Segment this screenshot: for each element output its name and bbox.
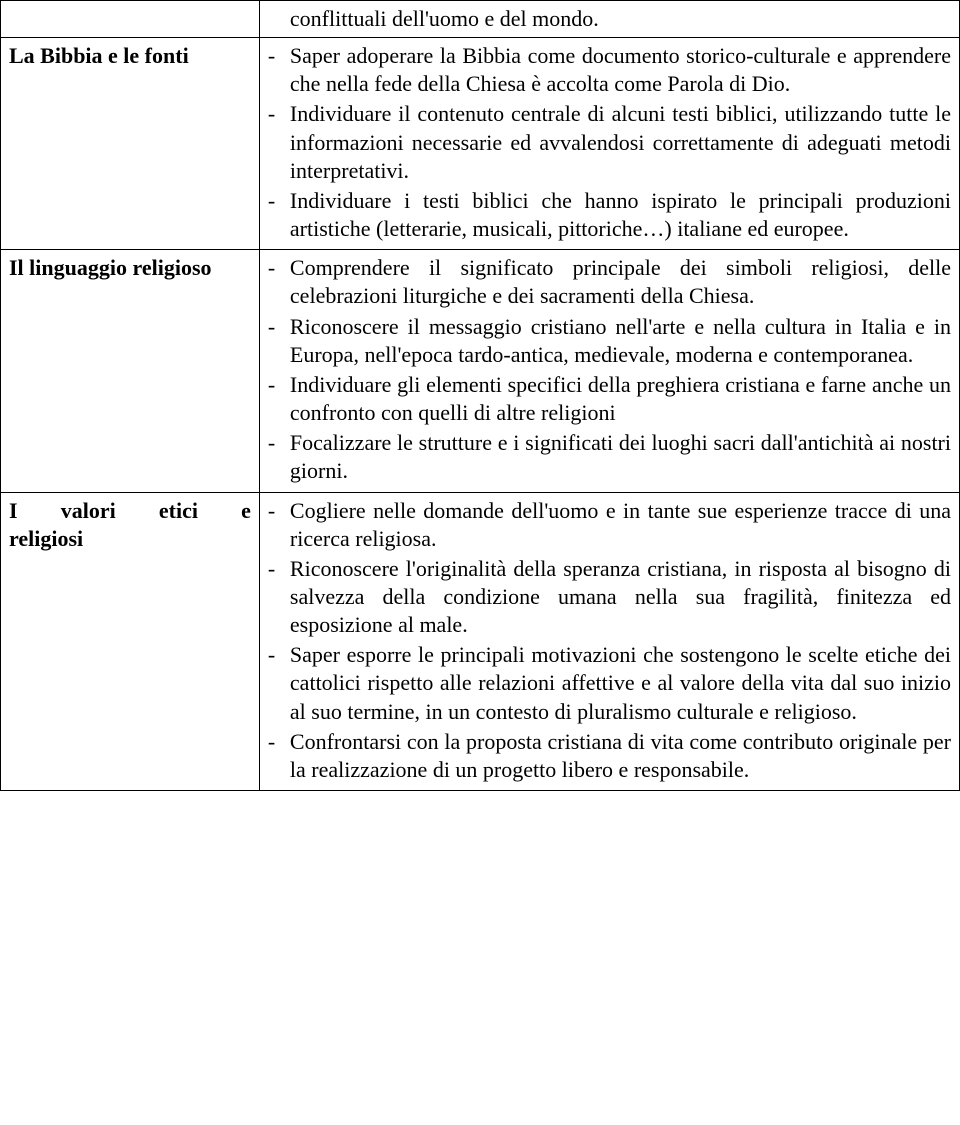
bullet-list: Comprendere il significato principale de… (268, 254, 951, 485)
table-row: La Bibbia e le fonti Saper adoperare la … (1, 38, 960, 250)
list-item: Riconoscere il messaggio cristiano nell'… (268, 313, 951, 369)
row-content: Saper adoperare la Bibbia come documento… (259, 38, 959, 250)
label-word: valori (61, 497, 116, 525)
list-item: Comprendere il significato principale de… (268, 254, 951, 310)
label-text: Il linguaggio religioso (9, 255, 212, 280)
row-label-empty (1, 1, 260, 38)
bullet-list: Cogliere nelle domande dell'uomo e in ta… (268, 497, 951, 785)
row-content: Cogliere nelle domande dell'uomo e in ta… (259, 492, 959, 791)
label-word: I (9, 497, 18, 525)
list-item: Individuare il contenuto centrale di alc… (268, 100, 951, 184)
continuation-text: conflittuali dell'uomo e del mondo. (268, 5, 951, 33)
list-item: Individuare i testi biblici che hanno is… (268, 187, 951, 243)
row-label: La Bibbia e le fonti (1, 38, 260, 250)
list-item: Cogliere nelle domande dell'uomo e in ta… (268, 497, 951, 553)
label-line-1: I valori etici e (9, 497, 251, 525)
row-label: Il linguaggio religioso (1, 250, 260, 492)
content-table: conflittuali dell'uomo e del mondo. La B… (0, 0, 960, 791)
list-item: Saper esporre le principali motivazioni … (268, 641, 951, 725)
table-row: Il linguaggio religioso Comprendere il s… (1, 250, 960, 492)
label-line-2: religiosi (9, 525, 251, 553)
row-label: I valori etici e religiosi (1, 492, 260, 791)
list-item: Individuare gli elementi specifici della… (268, 371, 951, 427)
list-item: Riconoscere l'originalità della speranza… (268, 555, 951, 639)
bullet-list: Saper adoperare la Bibbia come documento… (268, 42, 951, 243)
row-content: Comprendere il significato principale de… (259, 250, 959, 492)
label-text: La Bibbia e le fonti (9, 43, 189, 68)
list-item: Confrontarsi con la proposta cristiana d… (268, 728, 951, 784)
label-word: e (241, 497, 251, 525)
table-row: I valori etici e religiosi Cogliere nell… (1, 492, 960, 791)
table-row: conflittuali dell'uomo e del mondo. (1, 1, 960, 38)
list-item: Focalizzare le strutture e i significati… (268, 429, 951, 485)
list-item: Saper adoperare la Bibbia come documento… (268, 42, 951, 98)
row-content: conflittuali dell'uomo e del mondo. (259, 1, 959, 38)
label-word: etici (159, 497, 198, 525)
